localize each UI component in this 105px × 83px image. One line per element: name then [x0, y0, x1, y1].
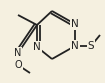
Text: O: O [14, 60, 22, 70]
Text: N: N [71, 41, 79, 51]
Text: N: N [71, 19, 79, 29]
Text: N: N [14, 48, 22, 58]
Text: S: S [88, 41, 94, 51]
Text: N: N [33, 42, 41, 52]
